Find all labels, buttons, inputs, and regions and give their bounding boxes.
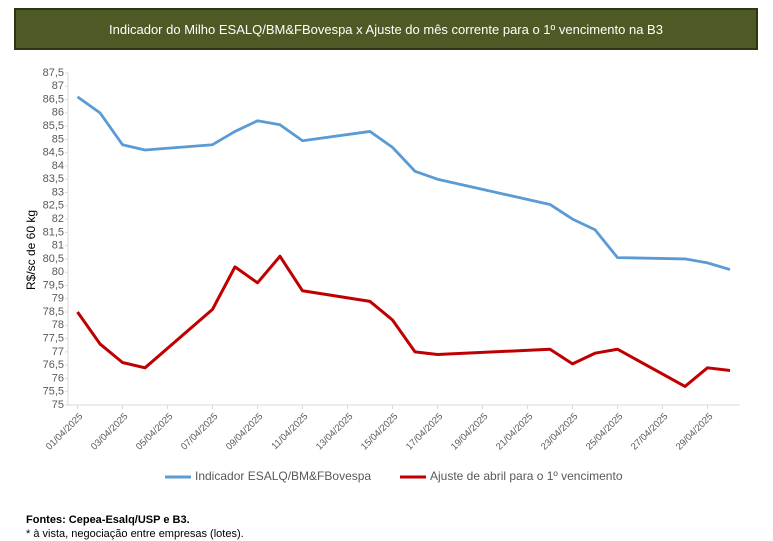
x-tick-label: 07/04/2025 [179, 411, 220, 452]
y-tick-label: 86 [52, 107, 64, 119]
y-tick-label: 84,5 [43, 147, 64, 159]
x-tick-label: 01/04/2025 [44, 411, 85, 452]
y-tick-label: 83,5 [43, 173, 64, 185]
series-line [76, 95, 731, 271]
y-tick-label: 75 [52, 399, 64, 411]
y-tick-label: 84 [52, 160, 64, 172]
legend-label: Ajuste de abril para o 1º vencimento [430, 469, 623, 483]
y-tick-label: 79 [52, 293, 64, 305]
x-tick-label: 15/04/2025 [359, 411, 400, 452]
y-tick-label: 76 [52, 372, 64, 384]
x-tick-label: 17/04/2025 [404, 411, 445, 452]
y-tick-label: 79,5 [43, 279, 64, 291]
legend-label: Indicador ESALQ/BM&FBovespa [195, 469, 371, 483]
x-tick-label: 21/04/2025 [494, 411, 535, 452]
y-tick-label: 81,5 [43, 226, 64, 238]
y-tick-label: 80 [52, 266, 64, 278]
y-tick-label: 87,5 [43, 67, 64, 79]
y-tick-label: 76,5 [43, 359, 64, 371]
x-tick-label: 19/04/2025 [449, 411, 490, 452]
y-tick-label: 78,5 [43, 306, 64, 318]
x-tick-label: 25/04/2025 [584, 411, 625, 452]
chart: R$/sc de 60 kg 7575,57676,57777,57878,57… [24, 67, 740, 483]
note: * à vista, negociação entre empresas (lo… [26, 528, 244, 540]
y-axis-label: R$/sc de 60 kg [24, 210, 38, 290]
x-tick-label: 05/04/2025 [134, 411, 175, 452]
x-tick-label: 29/04/2025 [674, 411, 715, 452]
y-tick-label: 77,5 [43, 333, 64, 345]
source-label: Fontes [26, 514, 63, 526]
y-tick-label: 83 [52, 186, 64, 198]
x-tick-label: 09/04/2025 [224, 411, 265, 452]
chart-title: Indicador do Milho ESALQ/BM&FBovespa x A… [14, 8, 758, 50]
source-text: : Cepea-Esalq/USP e B3. [62, 514, 190, 526]
y-tick-label: 82,5 [43, 200, 64, 212]
y-tick-label: 85 [52, 133, 64, 145]
y-tick-label: 85,5 [43, 120, 64, 132]
y-tick-label: 80,5 [43, 253, 64, 265]
series-line [76, 254, 731, 388]
x-tick-label: 03/04/2025 [89, 411, 130, 452]
y-tick-label: 75,5 [43, 386, 64, 398]
x-tick-label: 11/04/2025 [269, 411, 310, 452]
x-tick-label: 27/04/2025 [629, 411, 670, 452]
y-tick-label: 82 [52, 213, 64, 225]
source: Fontes: Cepea-Esalq/USP e B3. [26, 514, 190, 526]
y-tick-label: 87 [52, 80, 64, 92]
y-tick-label: 78 [52, 319, 64, 331]
x-tick-label: 23/04/2025 [539, 411, 580, 452]
x-tick-label: 13/04/2025 [314, 411, 355, 452]
y-tick-label: 77 [52, 346, 64, 358]
y-tick-label: 81 [52, 240, 64, 252]
y-tick-label: 86,5 [43, 93, 64, 105]
